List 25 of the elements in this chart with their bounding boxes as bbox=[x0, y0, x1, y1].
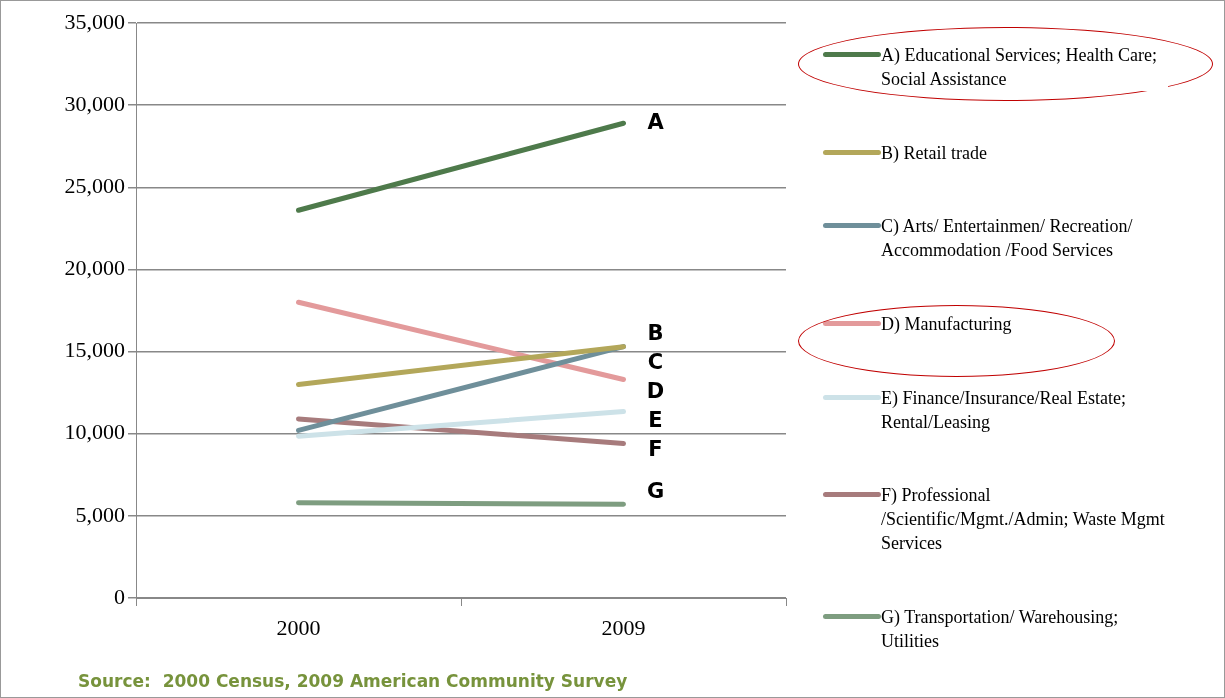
y-tick-label: 5,000 bbox=[75, 501, 125, 527]
annotation: A bbox=[647, 109, 665, 134]
x-tick-label: 2000 bbox=[276, 614, 321, 640]
legend-label: F) Professional /Scientific/Mgmt./Admin; Waste Mgmt Services bbox=[881, 483, 1168, 556]
legend-label: G) Transportation/ Warehousing; Utilities bbox=[881, 604, 1168, 653]
legend-label: A) Educational Services; Health Care; Social Assistance bbox=[881, 43, 1168, 91]
y-tick-label: 25,000 bbox=[64, 173, 125, 199]
y-tick-label: 15,000 bbox=[64, 337, 125, 363]
y-tick-label: 35,000 bbox=[64, 8, 125, 34]
legend-label: D) Manufacturing bbox=[881, 311, 1014, 336]
legend-label: B) Retail trade bbox=[881, 140, 989, 165]
x-tick-label: 2009 bbox=[601, 614, 646, 640]
legend-label: E) Finance/Insurance/Real Estate; Rental/Leasing bbox=[881, 385, 1168, 434]
annotation: E bbox=[648, 408, 663, 433]
annotation: C bbox=[647, 350, 664, 375]
y-tick-label: 0 bbox=[114, 583, 125, 609]
legend-label: C) Arts/ Entertainmen/ Recreation/ Accommodation /Food Services bbox=[881, 214, 1168, 263]
y-tick-label: 30,000 bbox=[64, 90, 125, 116]
source-note: Source: 2000 Census, 2009 American Community Survey bbox=[78, 671, 628, 691]
annotation: D bbox=[646, 379, 665, 404]
y-tick-label: 20,000 bbox=[64, 255, 125, 281]
annotation: G bbox=[646, 478, 665, 503]
annotation: B bbox=[647, 321, 664, 346]
y-tick-label: 10,000 bbox=[64, 419, 125, 445]
annotation: F bbox=[648, 437, 663, 462]
